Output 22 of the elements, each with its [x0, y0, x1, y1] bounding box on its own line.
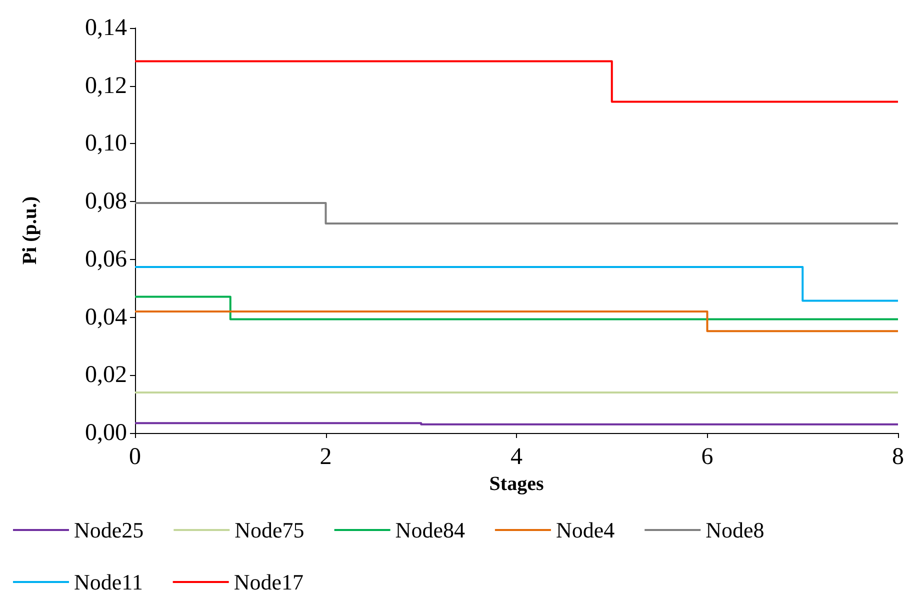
y-tick-label: 0,14: [85, 15, 127, 41]
y-tick-label: 0,00: [85, 420, 127, 446]
legend-label: Node11: [74, 570, 143, 594]
y-tick-label: 0,06: [85, 246, 127, 272]
y-tick-label: 0,12: [85, 72, 127, 99]
legend-label: Node4: [556, 518, 615, 542]
x-tick-label: 8: [892, 444, 904, 470]
x-axis-title: Stages: [489, 472, 544, 495]
y-tick-label: 0,04: [85, 304, 127, 330]
y-tick-label: 0,02: [85, 362, 127, 388]
x-tick-label: 0: [129, 444, 141, 470]
y-axis-title: Pi (p.u.): [19, 196, 41, 265]
legend-label: Node8: [706, 518, 764, 542]
legend-label: Node17: [234, 570, 304, 594]
x-tick-label: 6: [701, 444, 714, 470]
y-tick-label: 0,10: [85, 130, 127, 157]
x-tick-label: 4: [510, 444, 522, 470]
y-tick-label: 0,08: [85, 188, 127, 215]
x-tick-label: 2: [320, 444, 332, 470]
legend-label: Node84: [395, 518, 465, 542]
legend-label: Node75: [234, 518, 304, 542]
legend-label: Node25: [74, 518, 144, 542]
